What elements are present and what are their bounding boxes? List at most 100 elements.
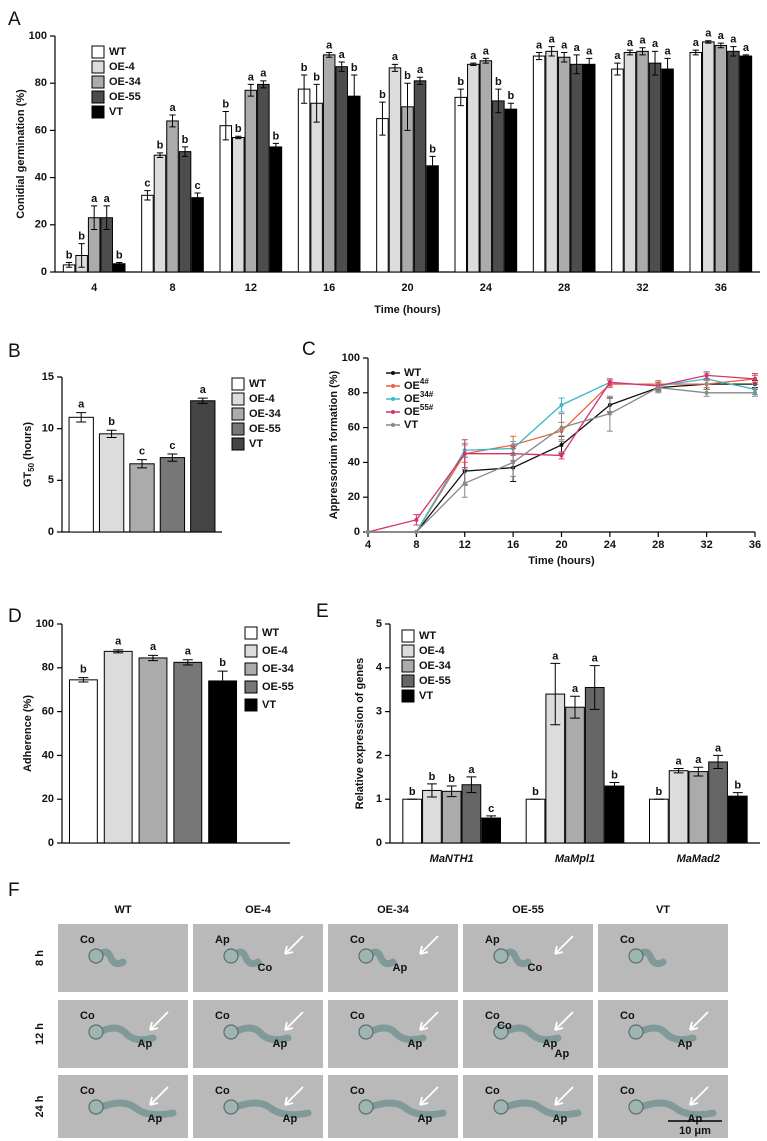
error-bar <box>300 74 308 104</box>
significance-letter: a <box>417 64 424 76</box>
legend-label: OE-34 <box>262 663 295 675</box>
arrow <box>554 1011 574 1031</box>
error-bar <box>116 262 123 266</box>
bar <box>649 798 669 844</box>
error-bar <box>742 54 750 58</box>
y-tick-label: 0 <box>354 526 360 538</box>
legend-swatch <box>91 45 105 59</box>
legend-label: OE-4 <box>249 393 276 405</box>
significance-letter: b <box>235 123 242 135</box>
legend-name: OE <box>404 380 420 392</box>
bar <box>191 197 204 273</box>
legend-label: VT <box>249 438 263 450</box>
significance-letter: a <box>260 68 267 80</box>
y-tick-label: 3 <box>376 706 382 718</box>
error-bar <box>103 205 110 231</box>
x-tick-label: 24 <box>480 282 493 294</box>
legend-label: OE-4 <box>109 61 136 73</box>
significance-letter: a <box>614 50 621 62</box>
y-label-rest: (hours) <box>22 422 34 463</box>
error-bar <box>197 397 208 404</box>
x-tick-label: 8 <box>413 539 419 551</box>
legend-swatch <box>231 437 245 451</box>
significance-letter: b <box>495 76 502 88</box>
conidium <box>223 1024 239 1040</box>
y-tick-label: 40 <box>348 456 360 468</box>
error-bar <box>156 152 164 159</box>
significance-letter: a <box>549 34 556 46</box>
bar <box>570 63 583 273</box>
significance-letter: a <box>91 193 98 205</box>
significance-letter: b <box>508 90 515 102</box>
significance-letter: a <box>150 641 157 653</box>
x-tick-label: 24 <box>604 539 617 551</box>
significance-letter: b <box>429 143 436 155</box>
significance-letter: c <box>144 177 150 189</box>
significance-letter: b <box>734 780 741 792</box>
arrow <box>284 1011 304 1031</box>
bar <box>129 463 155 533</box>
legend-swatch <box>231 392 245 406</box>
error-bar <box>626 49 634 56</box>
cell-label: Ap <box>408 1038 423 1050</box>
x-tick-label: MaNTH1 <box>430 853 474 865</box>
significance-letter: b <box>80 664 87 676</box>
error-bar <box>482 57 489 64</box>
legend-label: OE-34 <box>109 76 142 88</box>
legend-label: OE-4 <box>419 645 446 657</box>
bar <box>739 55 753 273</box>
significance-letter: a <box>639 35 646 47</box>
error-bar <box>416 76 424 85</box>
legend-swatch <box>244 680 258 694</box>
significance-letter: a <box>693 37 700 49</box>
y-tick-label: 0 <box>41 266 47 278</box>
arrow <box>284 935 304 955</box>
error-bar <box>65 262 73 268</box>
y-label-main: GT <box>22 472 34 488</box>
significance-letter: a <box>574 42 581 54</box>
bar <box>244 89 258 273</box>
significance-letter: a <box>326 39 333 51</box>
bar <box>689 52 703 273</box>
hypha <box>499 1024 562 1044</box>
legend-label: VT <box>262 699 276 711</box>
panel-label: F <box>8 880 20 901</box>
bar <box>257 83 270 273</box>
legend-label: WT <box>262 627 279 639</box>
significance-letter: a <box>572 683 579 695</box>
significance-letter: a <box>705 28 712 40</box>
significance-letter: a <box>78 399 85 411</box>
significance-letter: b <box>611 769 618 781</box>
bar <box>492 100 505 273</box>
column-header: WT <box>114 904 131 916</box>
arrow <box>149 1086 169 1106</box>
micrograph <box>193 924 323 992</box>
significance-letter: b <box>157 140 164 152</box>
conidium <box>223 1099 239 1115</box>
bar <box>335 66 348 273</box>
row-label: 12 h <box>34 1023 46 1045</box>
cell-label: Co <box>497 1020 512 1032</box>
error-bar <box>217 670 228 692</box>
data-point <box>414 530 419 534</box>
legend-name: OE <box>404 406 420 418</box>
legend-label: OE-55 <box>419 675 451 687</box>
cell-label: Ap <box>215 934 230 946</box>
legend-label: WT <box>109 46 126 58</box>
legend-label: OE-4 <box>262 645 289 657</box>
legend-sup: 55# <box>420 403 434 412</box>
bar <box>232 136 245 273</box>
legend-swatch <box>231 422 245 436</box>
micrograph <box>598 924 728 992</box>
significance-letter: a <box>592 653 599 665</box>
significance-letter: b <box>182 134 189 146</box>
legend-label: OE-55 <box>109 91 141 103</box>
bar <box>103 650 133 844</box>
data-point <box>656 385 661 390</box>
arrow <box>554 935 574 955</box>
y-tick-label: 5 <box>48 474 54 486</box>
column-header: VT <box>656 904 670 916</box>
error-bar <box>235 135 242 140</box>
panel-label: A <box>8 9 21 30</box>
